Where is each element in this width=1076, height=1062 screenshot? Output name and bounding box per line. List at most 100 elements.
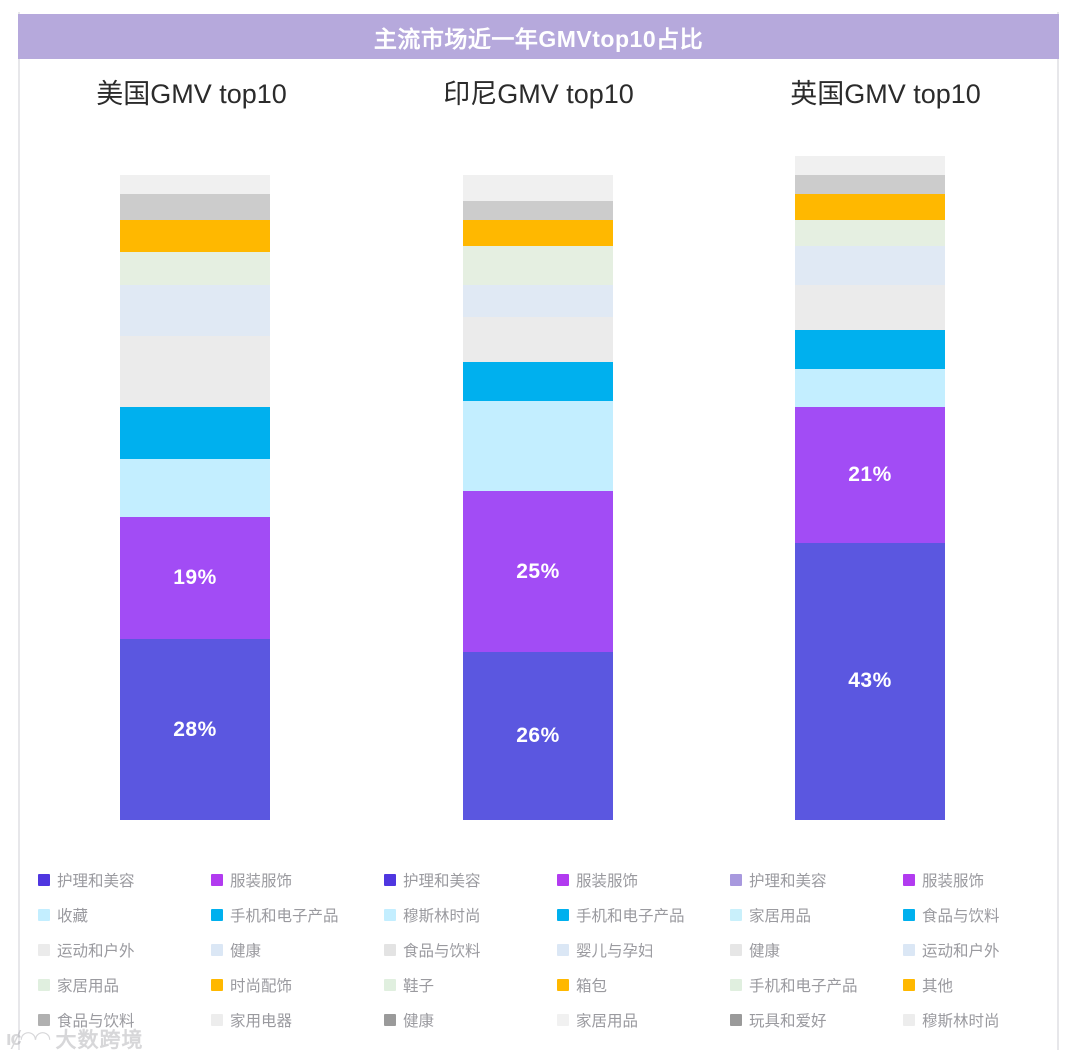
bar-stack-uk: 21% 43% bbox=[795, 155, 945, 820]
legend-item[interactable]: 护理和美容 bbox=[384, 862, 556, 897]
bar-segment: 26% bbox=[463, 652, 613, 820]
bar-segment bbox=[463, 284, 613, 317]
legend-item[interactable]: 健康 bbox=[730, 932, 902, 967]
legend-item[interactable]: 运动和户外 bbox=[38, 932, 210, 967]
legend-swatch-icon bbox=[903, 978, 915, 991]
legend-swatch-icon bbox=[557, 978, 569, 991]
legend-label: 食品与饮料 bbox=[922, 907, 1000, 925]
legend-label: 家用电器 bbox=[230, 1012, 293, 1030]
legend-item[interactable]: 服装服饰 bbox=[211, 862, 383, 897]
column-header-id: 印尼GMV top10 bbox=[443, 78, 634, 109]
legend-item[interactable]: 家居用品 bbox=[38, 967, 210, 1002]
legend-item[interactable]: 健康 bbox=[211, 932, 383, 967]
legend-item[interactable]: 穆斯林时尚 bbox=[903, 1002, 1075, 1037]
legend-label: 护理和美容 bbox=[57, 872, 135, 890]
bar-segment: 25% bbox=[463, 491, 613, 653]
legend-item[interactable]: 服装服饰 bbox=[557, 862, 729, 897]
legend-item[interactable]: 鞋子 bbox=[384, 967, 556, 1002]
bar-stack-id: 25% 26% bbox=[463, 175, 613, 820]
bar-segment bbox=[463, 362, 613, 401]
legend-swatch-icon bbox=[730, 1013, 742, 1026]
bar-column-uk: 21% 43% bbox=[795, 155, 945, 820]
legend-label: 家居用品 bbox=[749, 907, 812, 925]
legend-column-5: 护理和美容家居用品健康手机和电子产品 玩具和爱好 bbox=[730, 862, 902, 1037]
legend-item[interactable]: 手机和电子产品 bbox=[730, 967, 902, 1002]
legend-swatch-icon bbox=[211, 873, 223, 886]
bar-segment: 28% bbox=[120, 639, 270, 820]
legend-item[interactable]: 箱包 bbox=[557, 967, 729, 1002]
bar-segment bbox=[120, 336, 270, 408]
legend-label: 服装服饰 bbox=[576, 872, 639, 890]
bar-segment bbox=[120, 458, 270, 517]
legend-item[interactable]: 健康 bbox=[384, 1002, 556, 1037]
bar-segment bbox=[795, 175, 945, 195]
bar-segment-label: 21% bbox=[848, 462, 892, 486]
watermark: ıȼ◠◠ 大数跨境 bbox=[6, 1024, 143, 1054]
legend-label: 食品与饮料 bbox=[57, 1012, 135, 1030]
legend-swatch-icon bbox=[903, 1013, 915, 1026]
watermark-logo-icon: ıȼ◠◠ bbox=[6, 1028, 50, 1050]
legend-swatch-icon bbox=[903, 908, 915, 921]
legend-swatch-icon bbox=[557, 873, 569, 886]
bar-segment bbox=[795, 284, 945, 330]
bar-column-us: 19% 28% bbox=[120, 175, 270, 820]
legend-label: 健康 bbox=[230, 942, 262, 960]
bar-segment bbox=[120, 220, 270, 253]
bar-stack-us: 19% 28% bbox=[120, 175, 270, 820]
watermark-text: 大数跨境 bbox=[55, 1029, 144, 1052]
bar-segment bbox=[795, 155, 945, 176]
legend-swatch-icon bbox=[384, 908, 396, 921]
bar-segment bbox=[795, 246, 945, 285]
bar-segment bbox=[795, 220, 945, 247]
legend-item[interactable]: 护理和美容 bbox=[730, 862, 902, 897]
legend-item[interactable]: 服装服饰 bbox=[903, 862, 1075, 897]
legend-item[interactable]: 家用电器 bbox=[211, 1002, 383, 1037]
legend-item[interactable]: 婴儿与孕妇 bbox=[557, 932, 729, 967]
legend-label: 健康 bbox=[749, 942, 781, 960]
legend-item[interactable]: 食品与饮料 bbox=[903, 897, 1075, 932]
legend-label: 家居用品 bbox=[576, 1012, 639, 1030]
legend-swatch-icon bbox=[211, 908, 223, 921]
bar-segment-label: 28% bbox=[173, 717, 217, 741]
bar-segment-label: 25% bbox=[516, 559, 560, 583]
legend-swatch-icon bbox=[730, 873, 742, 886]
legend-item[interactable]: 家居用品 bbox=[557, 1002, 729, 1037]
legend-column-1: 护理和美容收藏 运动和户外家居用品食品与饮料 bbox=[38, 862, 210, 1037]
legend-item[interactable]: 时尚配饰 bbox=[211, 967, 383, 1002]
legend-label: 健康 bbox=[403, 1012, 435, 1030]
legend-swatch-icon bbox=[211, 1013, 223, 1026]
legend-item[interactable]: 运动和户外 bbox=[903, 932, 1075, 967]
legend-label: 家居用品 bbox=[57, 977, 120, 995]
column-header-us: 美国GMV top10 bbox=[96, 78, 287, 109]
legend-item[interactable]: 护理和美容 bbox=[38, 862, 210, 897]
legend-item[interactable]: 食品与饮料 bbox=[384, 932, 556, 967]
legend-swatch-icon bbox=[384, 978, 396, 991]
bar-segment bbox=[120, 194, 270, 221]
legend-label: 时尚配饰 bbox=[230, 977, 293, 995]
bar-segment-label: 43% bbox=[848, 669, 892, 693]
legend-column-4: 服装服饰手机和电子产品婴儿与孕妇箱包家居用品 bbox=[557, 862, 729, 1037]
legend-label: 婴儿与孕妇 bbox=[576, 942, 654, 960]
legend-item[interactable]: 家居用品 bbox=[730, 897, 902, 932]
bar-segment bbox=[120, 252, 270, 285]
bar-segment: 21% bbox=[795, 407, 945, 543]
legend-swatch-icon bbox=[557, 943, 569, 956]
bar-segment bbox=[463, 220, 613, 246]
page-title: 主流市场近一年GMVtop10占比 bbox=[373, 25, 704, 52]
legend-swatch-icon bbox=[38, 873, 50, 886]
chart-legend: 护理和美容 收藏 运动和户外 家居用品 食品与饮料 服装服饰 手机和电子产品 健康 时尚配饰家… bbox=[18, 862, 1059, 1042]
legend-label: 服装服饰 bbox=[922, 872, 985, 890]
legend-item[interactable]: 玩具和爱好 bbox=[730, 1002, 902, 1037]
legend-item[interactable]: 食品与饮料 bbox=[38, 1002, 210, 1037]
legend-item[interactable]: 其他 bbox=[903, 967, 1075, 1002]
bar-segment bbox=[120, 284, 270, 337]
legend-label: 食品与饮料 bbox=[403, 942, 481, 960]
legend-item[interactable]: 手机和电子产品 bbox=[211, 897, 383, 932]
legend-item[interactable]: 收藏 bbox=[38, 897, 210, 932]
legend-swatch-icon bbox=[211, 943, 223, 956]
bar-segment bbox=[120, 407, 270, 459]
bar-column-id: 25% 26% bbox=[463, 175, 613, 820]
legend-item[interactable]: 手机和电子产品 bbox=[557, 897, 729, 932]
bar-segment bbox=[795, 194, 945, 221]
legend-item[interactable]: 穆斯林时尚 bbox=[384, 897, 556, 932]
